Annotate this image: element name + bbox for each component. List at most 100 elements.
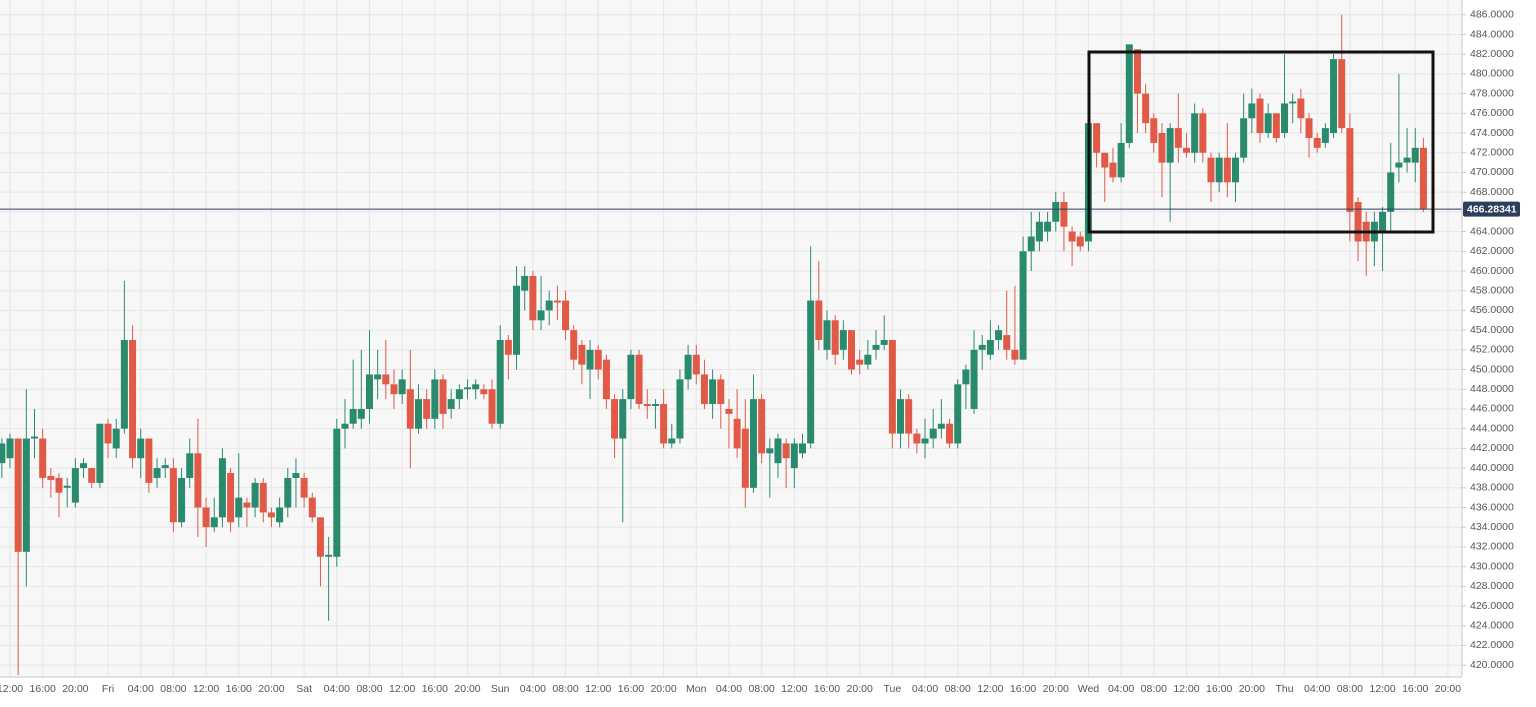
x-tick-label: 20:00 <box>62 683 88 695</box>
candle-body <box>365 374 373 409</box>
candle-body <box>831 320 839 355</box>
candle-body <box>513 285 521 355</box>
candle-body <box>790 443 798 469</box>
candle-body <box>1297 98 1305 119</box>
candle-body <box>382 374 390 385</box>
candle-body <box>406 389 414 429</box>
candle-body <box>643 404 651 407</box>
candle-body <box>1387 172 1395 212</box>
candle-body <box>1182 147 1190 153</box>
candle-body <box>668 438 676 444</box>
candle-body <box>284 477 292 508</box>
x-tick-label: Mon <box>686 683 707 695</box>
y-tick-label: 442.0000 <box>1470 442 1514 454</box>
candle-body <box>186 453 194 478</box>
candle-body <box>202 507 210 528</box>
x-tick-label: 08:00 <box>945 683 971 695</box>
candle-body <box>782 443 790 459</box>
candle-body <box>129 339 137 459</box>
y-tick-label: 482.0000 <box>1470 48 1514 60</box>
candle-body <box>1215 157 1223 183</box>
y-tick-label: 480.0000 <box>1470 68 1514 80</box>
x-tick-label: 08:00 <box>748 683 774 695</box>
candle-body <box>1321 128 1329 143</box>
candle-body <box>1199 113 1207 153</box>
x-tick-label: 16:00 <box>814 683 840 695</box>
x-tick-label: Sun <box>491 683 510 695</box>
x-tick-label: 08:00 <box>1141 683 1167 695</box>
candle-body <box>47 475 55 480</box>
candle-body <box>1142 93 1150 124</box>
candle-body <box>749 399 757 488</box>
y-tick-label: 472.0000 <box>1470 147 1514 159</box>
candle-body <box>733 418 741 449</box>
candle-body <box>570 330 578 360</box>
candle-body <box>1264 113 1272 134</box>
candle-body <box>88 468 96 483</box>
x-tick-label: 04:00 <box>128 683 154 695</box>
candle-body <box>390 384 398 395</box>
last-price-label: 466.28341 <box>1467 203 1517 215</box>
candle-body <box>357 408 365 419</box>
y-tick-label: 440.0000 <box>1470 462 1514 474</box>
candle-body <box>80 463 88 469</box>
candle-body <box>995 330 1003 340</box>
x-tick-label: 16:00 <box>30 683 56 695</box>
candle-body <box>807 300 815 444</box>
candle-body <box>1191 113 1199 153</box>
candle-body <box>823 320 831 350</box>
candle-body <box>325 554 333 557</box>
candle-body <box>300 477 308 498</box>
y-tick-label: 420.0000 <box>1470 659 1514 671</box>
candle-body <box>562 300 570 331</box>
y-tick-label: 456.0000 <box>1470 304 1514 316</box>
candle-body <box>349 408 357 424</box>
x-tick-label: 08:00 <box>356 683 382 695</box>
y-tick-label: 476.0000 <box>1470 107 1514 119</box>
candle-body <box>798 443 806 454</box>
candle-body <box>815 300 823 340</box>
candle-body <box>1109 162 1117 178</box>
candle-body <box>635 354 643 405</box>
x-tick-label: 08:00 <box>552 683 578 695</box>
candle-body <box>1060 202 1068 227</box>
candle-body <box>1223 157 1231 183</box>
candle-body <box>1281 103 1289 134</box>
candle-body <box>1256 98 1264 134</box>
candle-body <box>848 330 856 370</box>
candle-body <box>692 354 700 375</box>
candle-body <box>1248 103 1256 119</box>
candle-body <box>619 399 627 439</box>
x-tick-label: 12:00 <box>781 683 807 695</box>
x-tick-label: 12:00 <box>1173 683 1199 695</box>
candle-body <box>210 517 218 528</box>
x-tick-label: 16:00 <box>1010 683 1036 695</box>
candle-body <box>1419 147 1427 209</box>
candle-body <box>227 473 235 523</box>
candle-body <box>251 482 259 508</box>
y-tick-label: 438.0000 <box>1470 482 1514 494</box>
candle-body <box>496 339 504 424</box>
candle-body <box>1011 349 1019 360</box>
candle-body <box>259 482 267 513</box>
candle-body <box>14 438 22 552</box>
y-tick-label: 434.0000 <box>1470 521 1514 533</box>
y-tick-label: 430.0000 <box>1470 560 1514 572</box>
candle-body <box>1003 335 1011 350</box>
candle-body <box>529 275 537 321</box>
y-tick-label: 454.0000 <box>1470 324 1514 336</box>
candle-body <box>178 477 186 523</box>
candle-body <box>1379 211 1387 232</box>
candle-body <box>480 389 488 395</box>
candle-body <box>594 349 602 370</box>
candle-body <box>1354 202 1362 242</box>
candle-body <box>161 465 169 469</box>
candle-body <box>423 399 431 419</box>
candle-body <box>758 399 766 454</box>
candle-body <box>1240 118 1248 158</box>
y-tick-label: 448.0000 <box>1470 383 1514 395</box>
x-tick-label: 12:00 <box>585 683 611 695</box>
candle-body <box>39 438 47 478</box>
candle-body <box>194 453 202 508</box>
x-tick-label: 08:00 <box>1337 683 1363 695</box>
